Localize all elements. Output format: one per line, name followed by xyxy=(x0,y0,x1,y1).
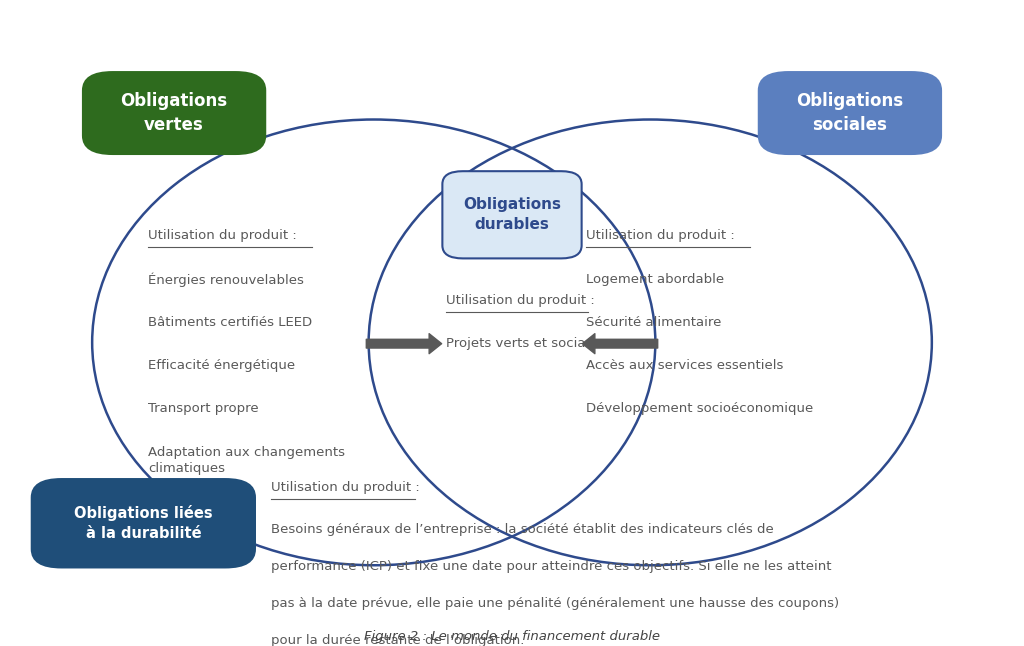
Text: Développement socioéconomique: Développement socioéconomique xyxy=(586,402,813,415)
Text: Logement abordable: Logement abordable xyxy=(586,273,724,286)
Text: Obligations liées
à la durabilité: Obligations liées à la durabilité xyxy=(74,505,213,541)
Text: Accès aux services essentiels: Accès aux services essentiels xyxy=(586,359,783,372)
Text: performance (ICP) et fixe une date pour atteindre ces objectifs. Si elle ne les : performance (ICP) et fixe une date pour … xyxy=(271,560,831,573)
FancyBboxPatch shape xyxy=(82,71,266,155)
Text: Sécurité alimentaire: Sécurité alimentaire xyxy=(586,316,721,329)
Text: Énergies renouvelables: Énergies renouvelables xyxy=(148,273,304,287)
Text: Besoins généraux de l’entreprise : la société établit des indicateurs clés de: Besoins généraux de l’entreprise : la so… xyxy=(271,523,774,536)
Text: Obligations
durables: Obligations durables xyxy=(463,198,561,232)
Text: pour la durée restante de l’obligation.: pour la durée restante de l’obligation. xyxy=(271,634,524,646)
Text: Obligations
sociales: Obligations sociales xyxy=(797,92,903,134)
Text: Projets verts et sociaux: Projets verts et sociaux xyxy=(446,337,602,350)
Text: Utilisation du produit :: Utilisation du produit : xyxy=(148,229,297,242)
FancyBboxPatch shape xyxy=(442,171,582,258)
FancyBboxPatch shape xyxy=(31,478,256,568)
Text: Adaptation aux changements
climatiques: Adaptation aux changements climatiques xyxy=(148,446,345,475)
Text: Transport propre: Transport propre xyxy=(148,402,259,415)
Text: Efficacité énergétique: Efficacité énergétique xyxy=(148,359,296,372)
Text: pas à la date prévue, elle paie une pénalité (généralement une hausse des coupon: pas à la date prévue, elle paie une péna… xyxy=(271,597,840,610)
Text: Figure 2 : Le monde du financement durable: Figure 2 : Le monde du financement durab… xyxy=(364,630,660,643)
FancyBboxPatch shape xyxy=(758,71,942,155)
Text: Utilisation du produit :: Utilisation du produit : xyxy=(271,481,420,494)
Text: Utilisation du produit :: Utilisation du produit : xyxy=(446,294,595,307)
Text: Utilisation du produit :: Utilisation du produit : xyxy=(586,229,734,242)
Text: Obligations
vertes: Obligations vertes xyxy=(121,92,227,134)
Text: Bâtiments certifiés LEED: Bâtiments certifiés LEED xyxy=(148,316,312,329)
